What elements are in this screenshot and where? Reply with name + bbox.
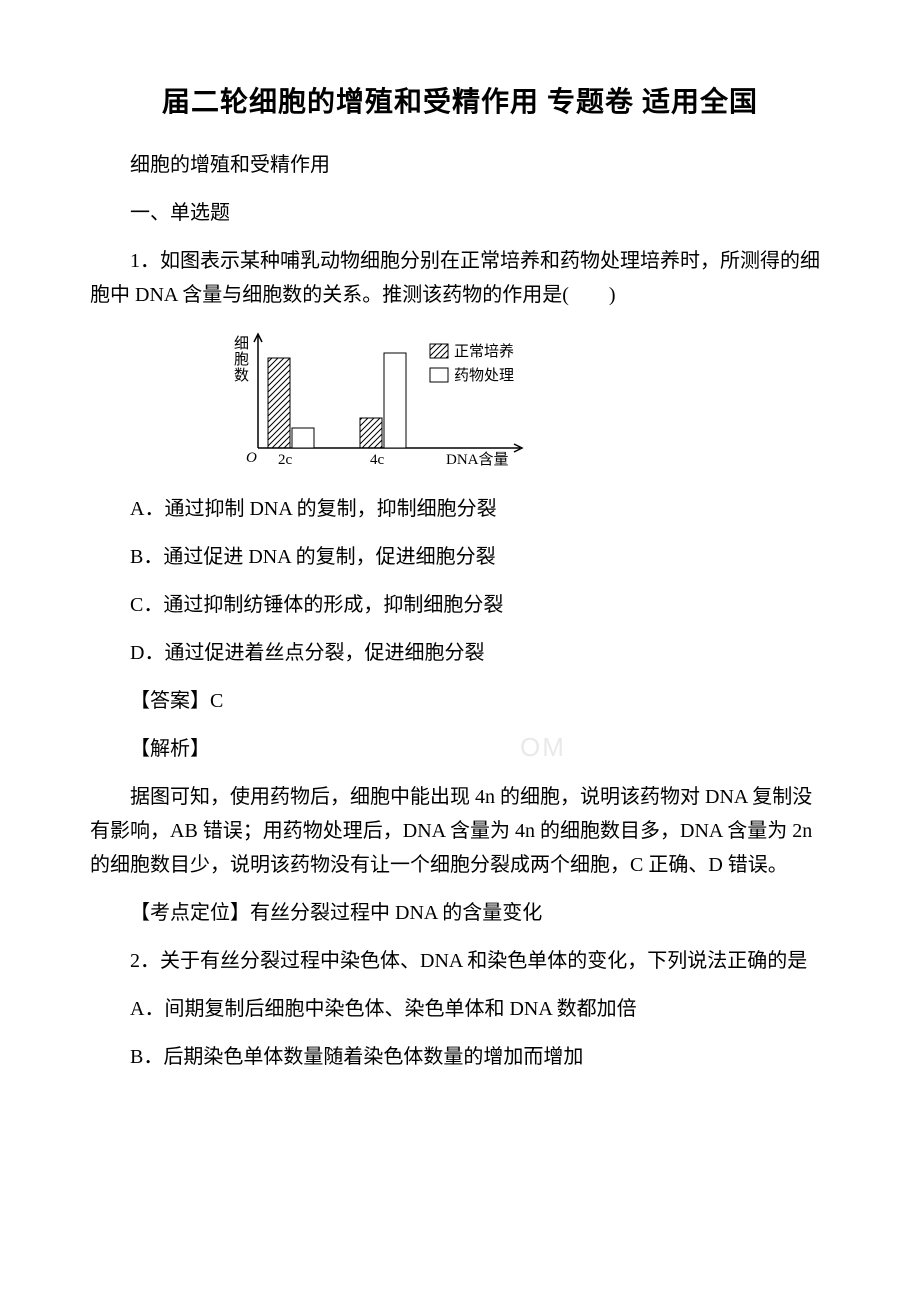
q1-chart: 细 胞 数 O 2c 4c DNA含量 正常培养 [220, 326, 830, 476]
chart-ylabel3: 数 [234, 367, 249, 384]
q1-explain: 据图可知，使用药物后，细胞中能出现 4n 的细胞，说明该药物对 DNA 复制没有… [90, 780, 830, 882]
legend-drug: 药物处理 [454, 367, 514, 384]
q2-stem: 2．关于有丝分裂过程中染色体、DNA 和染色单体的变化，下列说法正确的是 [90, 944, 830, 978]
q1-answer: 【答案】C [90, 684, 830, 718]
chart-ylabel2: 胞 [234, 351, 249, 368]
q1-point: 【考点定位】有丝分裂过程中 DNA 的含量变化 [90, 896, 830, 930]
legend-normal: 正常培养 [454, 343, 514, 360]
section-heading: 一、单选题 [90, 196, 830, 230]
chart-ylabel: 细 [234, 335, 249, 352]
q1-stem: 1．如图表示某种哺乳动物细胞分别在正常培养和药物处理培养时，所测得的细胞中 DN… [90, 244, 830, 312]
q2-option-b: B．后期染色单体数量随着染色体数量的增加而增加 [90, 1040, 830, 1074]
chart-xtick-4c: 4c [370, 452, 385, 468]
q1-option-a: A．通过抑制 DNA 的复制，抑制细胞分裂 [90, 492, 830, 526]
subtitle: 细胞的增殖和受精作用 [90, 148, 830, 182]
chart-origin: O [246, 450, 257, 466]
q1-option-b: B．通过促进 DNA 的复制，促进细胞分裂 [90, 540, 830, 574]
q1-option-d: D．通过促进着丝点分裂，促进细胞分裂 [90, 636, 830, 670]
chart-svg: 细 胞 数 O 2c 4c DNA含量 正常培养 [220, 326, 540, 476]
q1-option-c: C．通过抑制纺锤体的形成，抑制细胞分裂 [90, 588, 830, 622]
q1-explain-label: 【解析】 [90, 732, 830, 766]
page-title: 届二轮细胞的增殖和受精作用 专题卷 适用全国 [90, 80, 830, 120]
chart-xlabel: DNA含量 [446, 451, 509, 468]
q2-option-a: A．间期复制后细胞中染色体、染色单体和 DNA 数都加倍 [90, 992, 830, 1026]
chart-xtick-2c: 2c [278, 452, 293, 468]
